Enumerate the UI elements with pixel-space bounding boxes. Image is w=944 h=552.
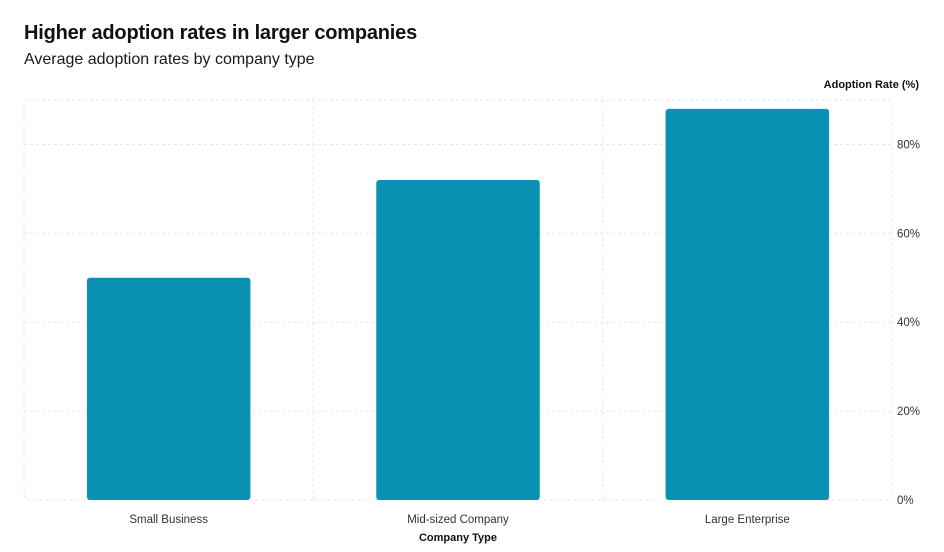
y-tick-label: 20% [897,406,920,418]
chart-title: Higher adoption rates in larger companie… [24,22,418,44]
chart-subtitle: Average adoption rates by company type [24,51,315,68]
x-axis-ticks: Small Business Mid-sized Company Large Ent… [129,514,789,526]
x-tick-label: Large Enterprise [705,514,790,526]
y-tick-label: 40% [897,317,920,329]
bar [86,277,251,500]
y-tick-label: 0% [897,495,914,507]
x-tick-label: Small Business [129,514,208,526]
plot-frame [23,99,893,501]
x-tick-label: Mid-sized Company [407,514,509,526]
y-axis-title: Adoption Rate (%) [823,79,919,91]
bars [86,108,830,500]
y-tick-label: 80% [897,139,920,151]
x-axis-title: Company Type [419,532,497,544]
y-tick-label: 60% [897,228,920,240]
bar [376,180,540,500]
bar [665,108,830,500]
y-axis-ticks: 0% 20% 40% 60% 80% [897,139,920,507]
